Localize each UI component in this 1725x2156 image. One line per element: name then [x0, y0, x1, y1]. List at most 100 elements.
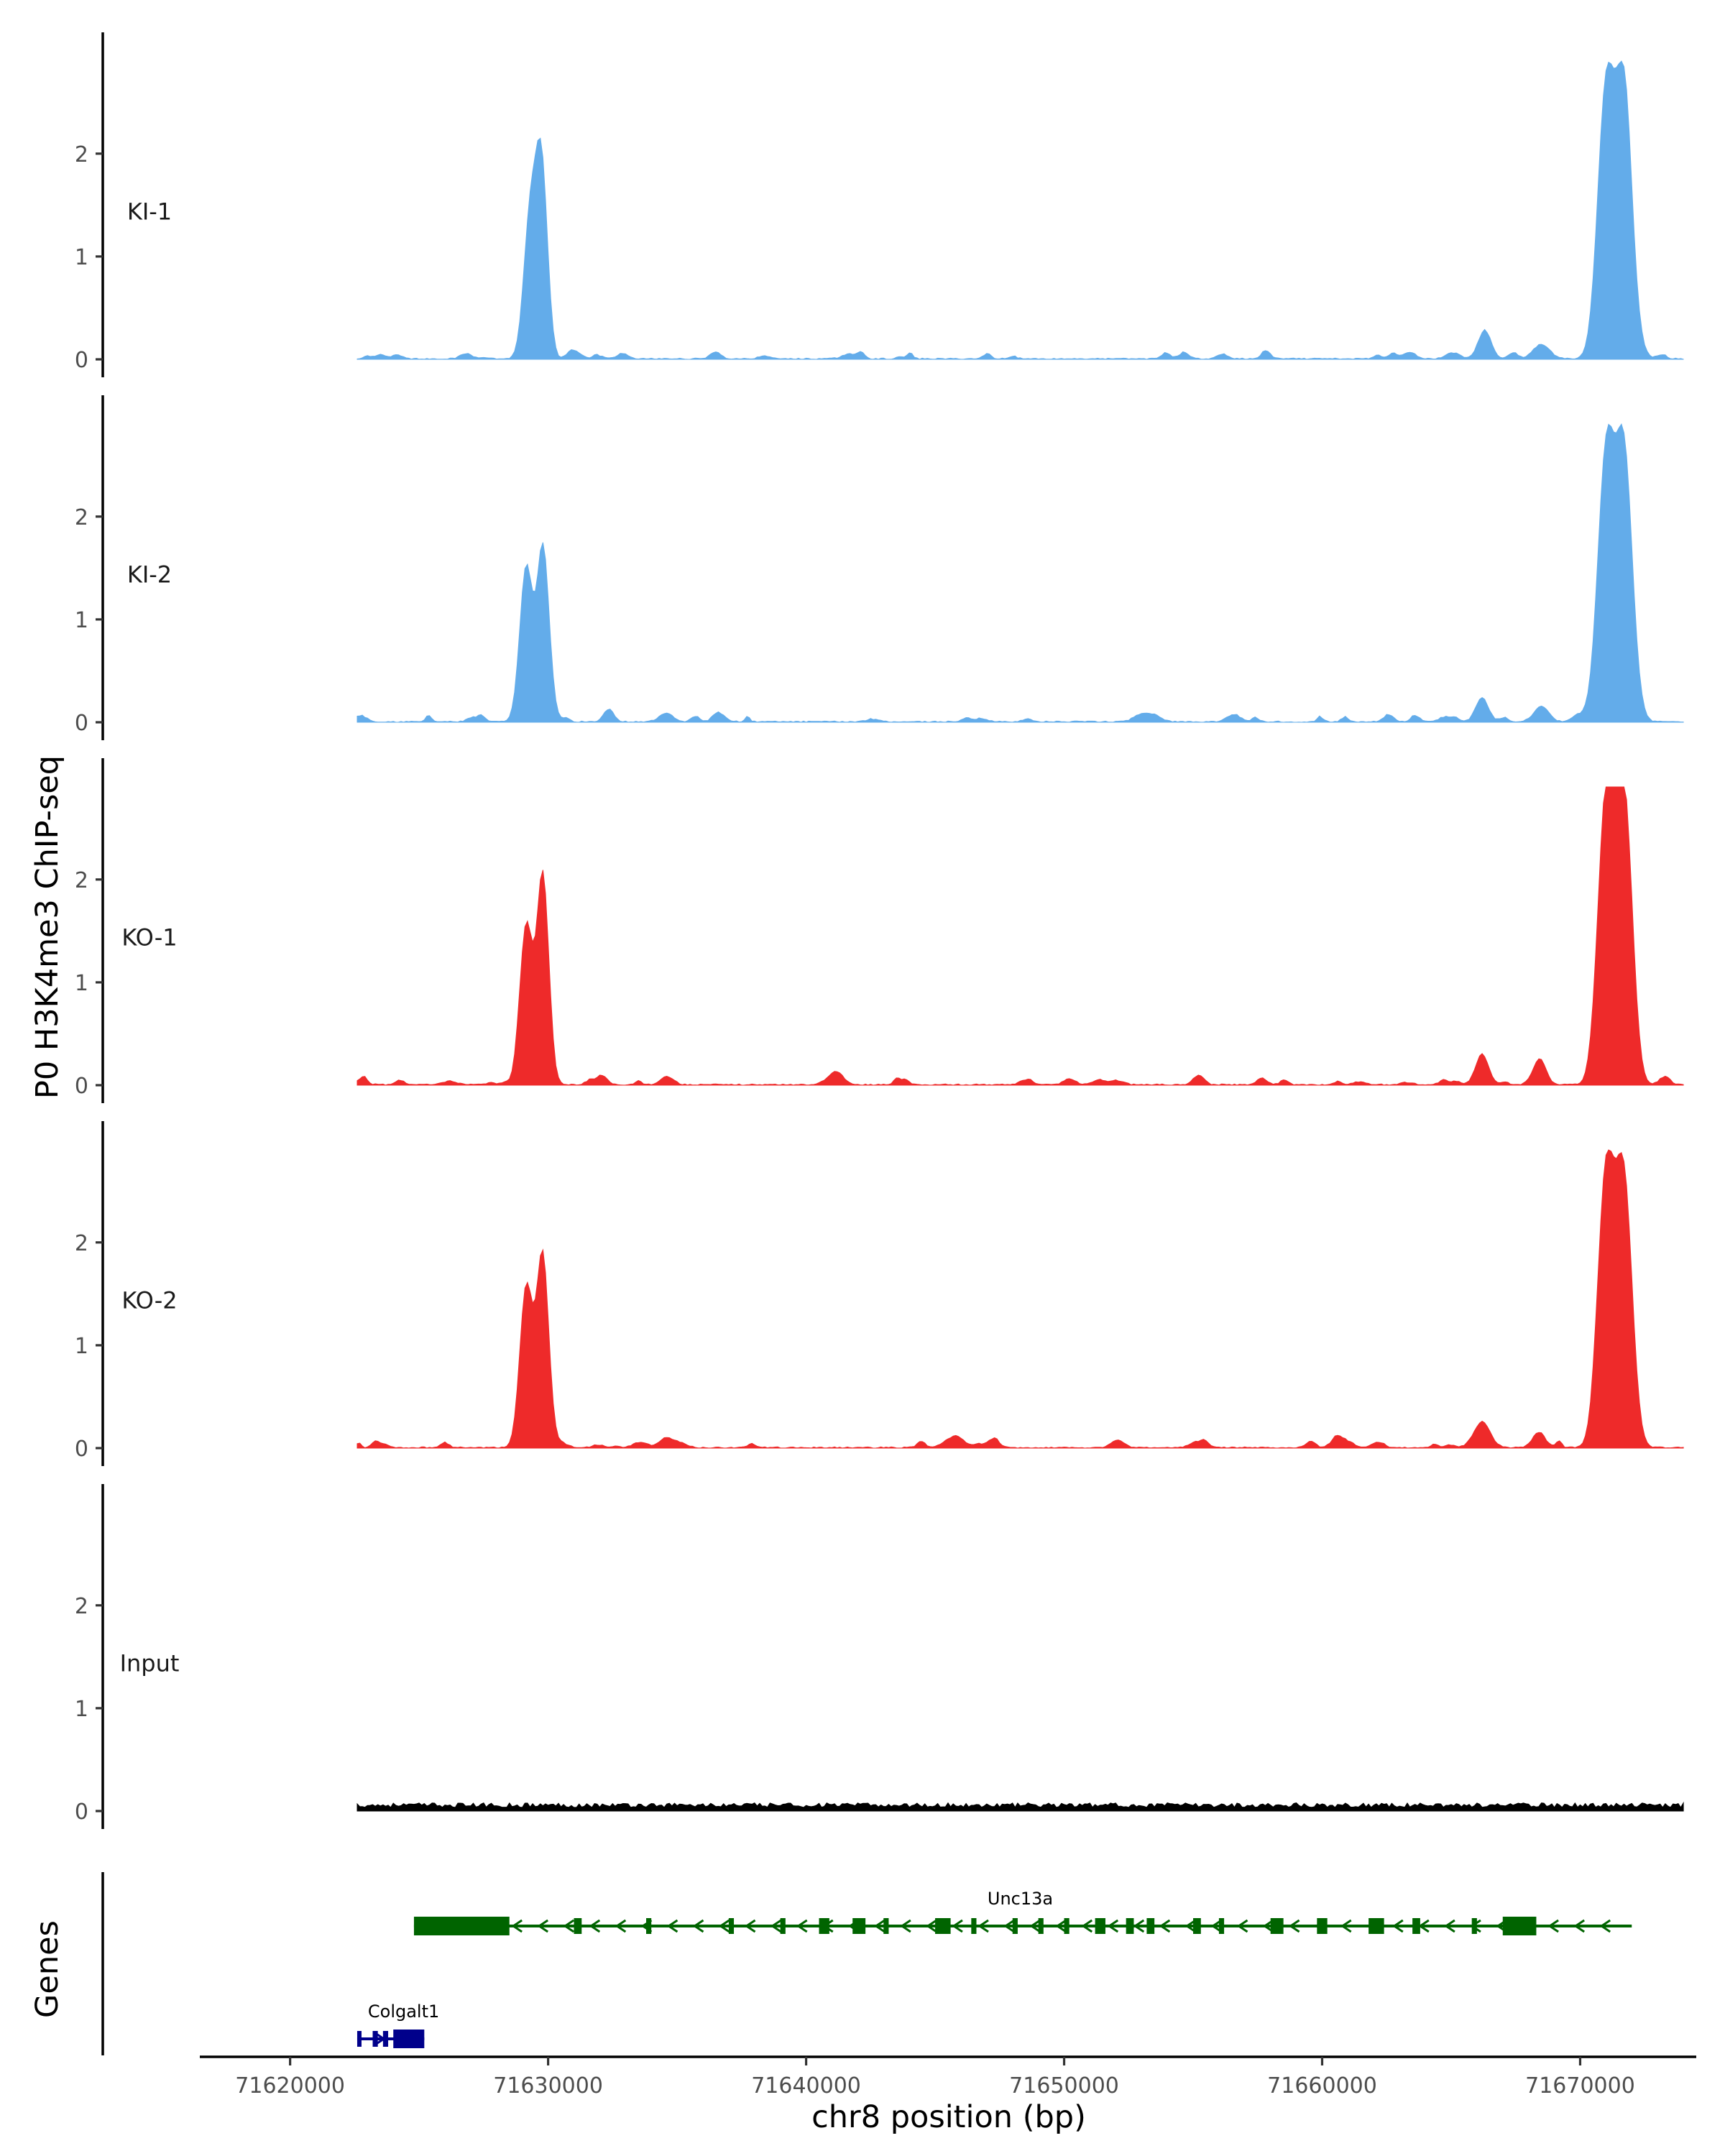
- track-ko-2: 0 1 2 KO-2: [75, 1121, 1684, 1466]
- exon: [1095, 1918, 1105, 1934]
- exon: [971, 1918, 977, 1934]
- exon: [1012, 1918, 1018, 1934]
- track-label: Input: [120, 1650, 180, 1677]
- exon: [646, 1918, 652, 1934]
- exon: [574, 1918, 582, 1934]
- strand-arrow: [770, 1919, 782, 1933]
- exon: [372, 2031, 378, 2047]
- x-tick-label: 71630000: [493, 2073, 603, 2099]
- strand-arrow: [1392, 1919, 1404, 1933]
- strand-arrow: [1107, 1919, 1119, 1933]
- y-tick-label: 1: [75, 971, 88, 996]
- y-tick-label: 0: [75, 348, 88, 373]
- strand-arrow: [1262, 1919, 1274, 1933]
- signal-area: [356, 1149, 1684, 1449]
- track-label: KO-1: [121, 924, 177, 952]
- exon: [780, 1918, 786, 1934]
- y-tick-label: 2: [75, 1594, 88, 1619]
- x-tick-label: 71650000: [1009, 2073, 1119, 2099]
- gene-unc13a: Unc13a: [413, 1889, 1632, 1935]
- signal-area: [356, 786, 1684, 1086]
- strand-arrow: [1133, 1919, 1145, 1933]
- strand-arrow: [1159, 1919, 1171, 1933]
- exon: [1502, 1917, 1537, 1935]
- x-tick-label: 71620000: [235, 2073, 345, 2099]
- strand-arrow: [615, 1919, 627, 1933]
- strand-arrow: [1288, 1919, 1300, 1933]
- x-tick-label: 71640000: [751, 2073, 861, 2099]
- strand-arrow: [1599, 1919, 1611, 1933]
- exon: [1218, 1918, 1225, 1934]
- y-tick-label: 2: [75, 142, 88, 167]
- strand-arrow: [563, 1919, 575, 1933]
- exon: [1064, 1918, 1070, 1934]
- exon: [413, 1917, 510, 1935]
- gene-colgalt1: Colgalt1: [356, 2001, 439, 2048]
- exon: [1471, 1918, 1477, 1934]
- track-ki-2: 0 1 2 KI-2: [75, 395, 1684, 740]
- strand-arrow: [744, 1919, 756, 1933]
- strand-arrow: [589, 1919, 601, 1933]
- exon: [1146, 1918, 1155, 1934]
- strand-arrow: [718, 1919, 730, 1933]
- exon: [1368, 1918, 1384, 1934]
- track-label: KI-1: [127, 198, 172, 226]
- track-label: KI-2: [127, 561, 172, 589]
- y-tick-label: 2: [75, 505, 88, 530]
- strand-arrow: [926, 1919, 937, 1933]
- gene-name-label: Colgalt1: [368, 2001, 439, 2022]
- x-tick-label: 71660000: [1267, 2073, 1377, 2099]
- y-tick-label: 1: [75, 608, 88, 633]
- exon: [1317, 1918, 1328, 1934]
- y-tick-label: 0: [75, 711, 88, 736]
- y-axis-title: P0 H3K4me3 ChIP-seq: [29, 755, 65, 1099]
- gene-panel: Unc13a Colgalt1: [101, 1872, 1632, 2055]
- exon: [728, 1918, 735, 1934]
- strand-arrow: [1236, 1919, 1248, 1933]
- strand-arrow: [1003, 1919, 1015, 1933]
- strand-arrow: [1210, 1919, 1223, 1933]
- strand-arrow: [511, 1919, 523, 1933]
- y-tick-label: 2: [75, 868, 88, 893]
- exon: [819, 1918, 829, 1934]
- y-tick-label: 0: [75, 1074, 88, 1099]
- y-tick-label: 0: [75, 1800, 88, 1825]
- y-tick-label: 2: [75, 1231, 88, 1256]
- strand-arrow: [1029, 1919, 1041, 1933]
- strand-arrow: [666, 1919, 678, 1933]
- y-tick-label: 0: [75, 1437, 88, 1462]
- strand-arrow: [900, 1919, 911, 1933]
- exon: [1126, 1918, 1134, 1934]
- strand-arrow: [978, 1919, 989, 1933]
- strand-arrow: [1184, 1919, 1197, 1933]
- exon: [356, 2031, 362, 2047]
- strand-arrow: [692, 1919, 704, 1933]
- exon: [393, 2030, 425, 2048]
- track-label: KO-2: [121, 1287, 177, 1314]
- signal-area: [356, 60, 1684, 360]
- x-tick-label: 71670000: [1525, 2073, 1635, 2099]
- signal-area: [356, 1801, 1684, 1812]
- track-input: 0 1 2 Input: [75, 1484, 1684, 1829]
- y-tick-label: 1: [75, 1697, 88, 1722]
- exon: [382, 2031, 389, 2047]
- exon: [935, 1918, 951, 1934]
- strand-arrow: [952, 1919, 963, 1933]
- strand-arrow: [1081, 1919, 1093, 1933]
- exon: [883, 1918, 889, 1934]
- strand-arrow: [1340, 1919, 1352, 1933]
- strand-arrow: [796, 1919, 808, 1933]
- signal-area: [356, 423, 1684, 723]
- exon: [1270, 1918, 1284, 1934]
- x-axis: 71620000 71630000 71640000 71650000 71660000…: [200, 2055, 1696, 2099]
- strand-arrow: [1055, 1919, 1067, 1933]
- signal-tracks: 0 1 2 KI-1 0 1 2 KI-2 0 1 2 KO-1 0 1 2 KO-2 0 1 2 Input: [75, 32, 1684, 1829]
- exon: [852, 1918, 866, 1934]
- strand-arrow: [1547, 1919, 1559, 1933]
- y-tick-label: 1: [75, 1334, 88, 1359]
- strand-arrow: [1444, 1919, 1455, 1933]
- x-axis-title: chr8 position (bp): [811, 2099, 1086, 2135]
- gene-name-label: Unc13a: [988, 1889, 1053, 1909]
